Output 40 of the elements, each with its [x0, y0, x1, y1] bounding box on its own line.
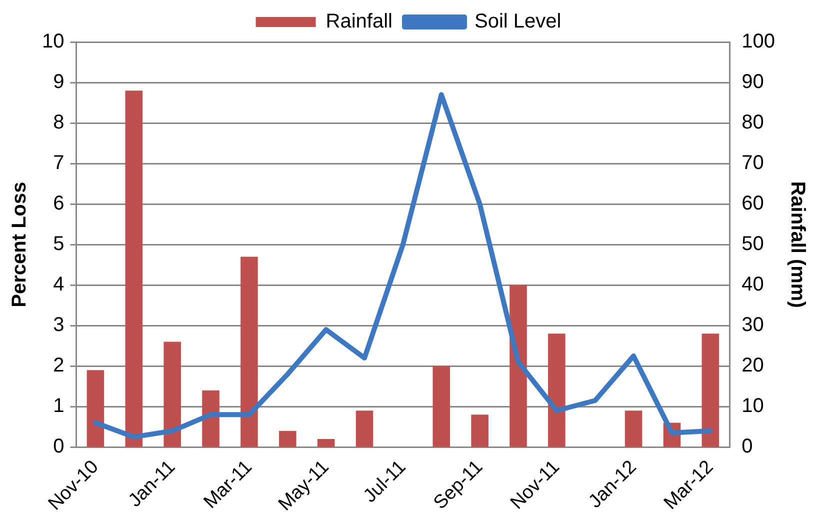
y-tick-label: 2: [53, 354, 64, 377]
y2-tick-label: 10: [742, 395, 764, 418]
y-tick-label: 7: [53, 152, 64, 174]
y2-tick-label: 100: [742, 30, 776, 53]
y2-axis-title: Rainfall (mm): [786, 181, 808, 308]
bar: [432, 366, 450, 448]
bar: [125, 90, 143, 448]
y-axis-title: Percent Loss: [8, 182, 31, 308]
y-tick-label: 4: [53, 274, 64, 296]
y-tick-label: 8: [53, 112, 64, 134]
bar: [164, 342, 181, 448]
bar: [278, 430, 296, 448]
y-tick-label: 6: [53, 192, 64, 215]
y-tick-label: 5: [53, 233, 64, 256]
bar: [202, 390, 220, 448]
y-tick-label: 10: [42, 30, 64, 53]
y-tick-label: 0: [53, 436, 64, 458]
y2-tick-label: 30: [742, 314, 764, 336]
y2-tick-label: 40: [742, 274, 764, 296]
y2-tick-label: 90: [742, 71, 764, 94]
bar: [240, 256, 258, 448]
y2-tick-label: 80: [742, 112, 764, 134]
y-tick-label: 1: [53, 395, 64, 418]
bar: [356, 410, 374, 448]
bar: [624, 410, 642, 448]
y2-tick-label: 50: [742, 233, 764, 256]
y2-tick-label: 0: [742, 436, 753, 458]
y-tick-label: 9: [53, 71, 64, 94]
y2-tick-label: 60: [742, 192, 764, 215]
legend-label: Soil Level: [474, 10, 562, 33]
bar: [702, 334, 720, 448]
y2-tick-label: 20: [742, 354, 764, 377]
legend-label: Rainfall: [326, 10, 392, 33]
y2-tick-label: 70: [742, 152, 764, 174]
bar: [510, 285, 527, 448]
bar: [86, 370, 104, 448]
bar: [317, 438, 335, 448]
bar: [471, 414, 488, 448]
bar: [548, 334, 566, 448]
y-tick-label: 3: [53, 314, 64, 336]
